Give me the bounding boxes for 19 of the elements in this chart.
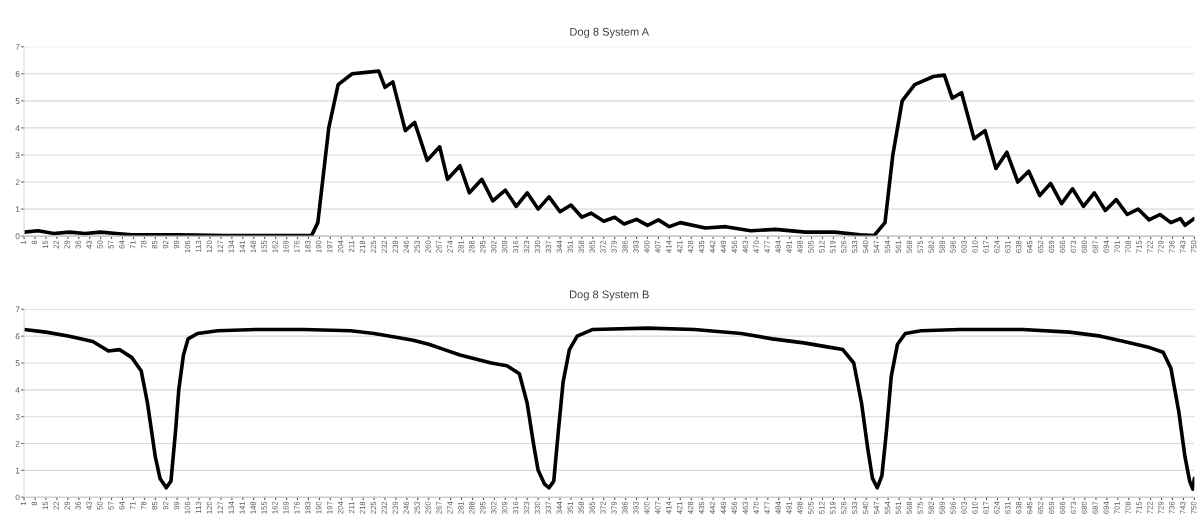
y-tick-label: 4 [15,125,20,131]
chart-title: Dog 8 System B [570,290,649,301]
y-tick-label: 1 [15,206,20,213]
y-tick-label: 5 [15,98,20,104]
y-tick-label: 2 [15,440,20,447]
y-tick-label: 3 [15,413,20,420]
y-tick-label: 6 [15,333,20,340]
y-tick-label: 2 [15,179,20,186]
chart-title: Dog 8 System A [570,27,650,38]
y-tick-label: 0 [15,233,20,240]
y-tick-label: 5 [15,360,20,367]
y-tick-label: 7 [15,44,20,50]
y-tick-label: 6 [15,70,20,77]
y-tick-label: 3 [15,152,20,159]
y-tick-label: 7 [15,306,20,313]
y-tick-label: 0 [15,494,20,501]
line-series [24,326,1195,491]
y-tick-label: 1 [15,467,20,474]
y-tick-label: 4 [15,387,20,393]
